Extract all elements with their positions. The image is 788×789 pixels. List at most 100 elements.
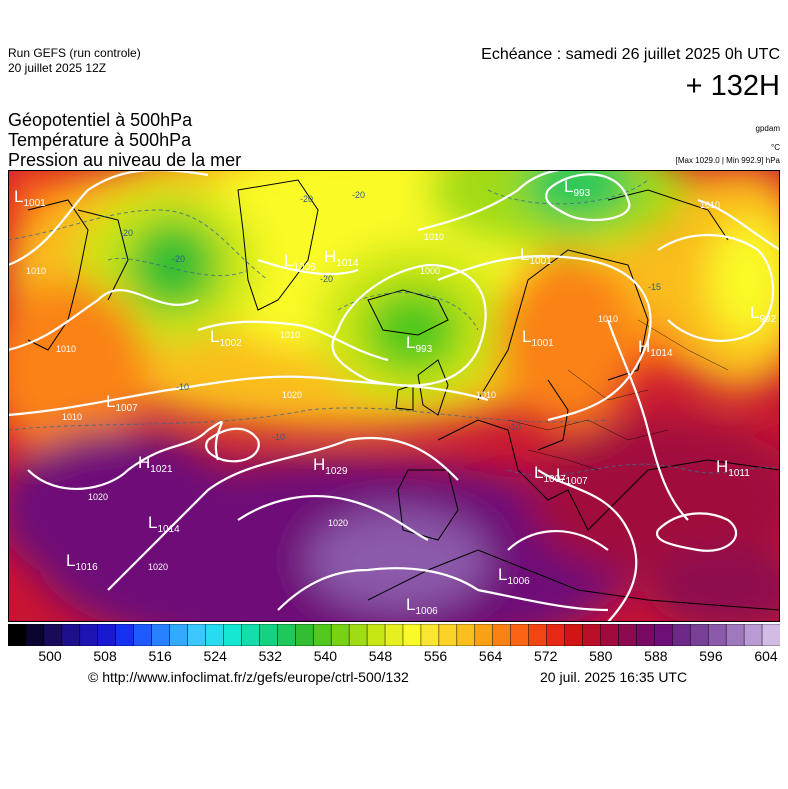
high-pressure-center: H1014 xyxy=(324,247,359,269)
low-pressure-center: L1007 xyxy=(556,465,588,487)
low-pressure-center: L1001 xyxy=(520,245,552,267)
colorbar-swatch xyxy=(456,624,476,646)
colorbar-swatch xyxy=(61,624,81,646)
weather-map: 1010 1010 1010 1010 1010 1020 1020 1020 1020 1000… xyxy=(8,170,780,622)
colorbar-swatch xyxy=(151,624,171,646)
low-pressure-center: L1006 xyxy=(284,251,316,273)
colorbar-label: 540 xyxy=(313,648,338,664)
colorbar-swatch xyxy=(582,624,602,646)
unit-geopotential: gpdam xyxy=(755,124,780,133)
temperature-label: -10 xyxy=(176,382,189,392)
field-temperature: Température à 500hPa xyxy=(8,130,192,150)
colorbar-swatch xyxy=(654,624,673,646)
temperature-label: -15 xyxy=(648,282,661,292)
temperature-label: -20 xyxy=(120,228,133,238)
colorbar-label: 532 xyxy=(258,648,282,664)
colorbar-swatch xyxy=(187,624,207,646)
colorbar-swatch xyxy=(295,624,314,646)
colorbar-swatch xyxy=(600,624,619,646)
colorbar-swatch xyxy=(672,624,691,646)
low-pressure-center: L1001 xyxy=(14,187,46,209)
colorbar-swatch xyxy=(761,624,780,646)
low-pressure-center: L1006 xyxy=(406,595,438,617)
colorbar-label: 564 xyxy=(478,648,503,664)
temperature-label: -20 xyxy=(352,190,365,200)
colorbar-swatch xyxy=(689,624,709,646)
colorbar-swatch xyxy=(546,624,566,646)
field-pressure: Pression au niveau de la mer xyxy=(8,150,242,170)
colorbar-swatch xyxy=(133,624,153,646)
field-geopotential: Géopotentiel à 500hPa xyxy=(8,110,193,130)
colorbar-label: 508 xyxy=(93,648,117,664)
isobar-label: 1020 xyxy=(88,492,108,502)
low-pressure-center: L992 xyxy=(750,303,777,325)
isobar-label: 1020 xyxy=(148,562,168,572)
isobar-label: 1010 xyxy=(424,232,444,242)
colorbar-swatch xyxy=(492,624,512,646)
isobar-label: 1010 xyxy=(598,314,618,324)
colorbar-swatch xyxy=(330,624,350,646)
colorbar-swatch xyxy=(115,624,135,646)
colorbar-label: 500 xyxy=(38,648,62,664)
high-pressure-center: H1011 xyxy=(716,457,750,479)
colorbar-swatch xyxy=(97,624,117,646)
colorbar xyxy=(8,624,780,646)
colorbar-label: 604 xyxy=(754,648,778,664)
low-pressure-center: L1001 xyxy=(522,327,554,349)
high-pressure-center: H1021 xyxy=(138,453,173,475)
colorbar-swatch xyxy=(8,624,27,646)
colorbar-label: 580 xyxy=(589,648,613,664)
low-pressure-center: L993 xyxy=(564,177,591,199)
isobar-label: 1010 xyxy=(62,412,82,422)
colorbar-swatch xyxy=(510,624,530,646)
colorbar-swatch xyxy=(420,624,440,646)
unit-temperature: °C xyxy=(771,143,780,152)
run-date: 20 juillet 2025 12Z xyxy=(8,61,107,75)
colorbar-swatch xyxy=(618,624,637,646)
colorbar-label: 556 xyxy=(423,648,448,664)
temperature-label: -20 xyxy=(320,274,333,284)
colorbar-swatch xyxy=(43,624,63,646)
temperature-label: -10 xyxy=(508,422,521,432)
temperature-label: -20 xyxy=(172,254,185,264)
isobar-labels: 1010 1010 1010 1010 1010 1020 1020 1020 1020 1000… xyxy=(26,200,720,572)
colorbar-swatch xyxy=(366,624,386,646)
colorbar-label: 596 xyxy=(699,648,723,664)
lead-time: + 132H xyxy=(685,70,780,102)
isobar-label: 1020 xyxy=(328,518,348,528)
isobar-label: 1010 xyxy=(476,390,496,400)
isobar-label: 1010 xyxy=(26,266,46,276)
isobar-label: 1000 xyxy=(420,266,440,276)
run-title: Run GEFS (run controle) xyxy=(8,46,141,60)
low-pressure-center: L1014 xyxy=(148,513,180,535)
colorbar-swatch xyxy=(743,624,763,646)
colorbar-swatch xyxy=(474,624,494,646)
source-url: © http://www.infoclimat.fr/z/gefs/europe… xyxy=(88,669,409,685)
unit-pressure: [Max 1029.0 | Min 992.9] hPa xyxy=(675,156,780,165)
colorbar-label: 524 xyxy=(203,648,227,664)
isobar-label: 1020 xyxy=(282,390,302,400)
colorbar-swatch xyxy=(312,624,332,646)
colorbar-swatch xyxy=(528,624,548,646)
colorbar-label: 516 xyxy=(148,648,172,664)
colorbar-swatch xyxy=(25,624,45,646)
isobar-label: 1010 xyxy=(56,344,76,354)
colorbar-swatch xyxy=(277,624,296,646)
generated-time: 20 juil. 2025 16:35 UTC xyxy=(540,669,688,685)
temperature-label: -10 xyxy=(272,432,285,442)
colorbar-swatch xyxy=(636,624,655,646)
colorbar-labels: 500 508 516 524 532 540 548 556 564 572 580 588 596 6… xyxy=(0,648,788,668)
valid-time: Echéance : samedi 26 juillet 2025 0h UTC xyxy=(481,46,780,63)
temperature-label: -20 xyxy=(300,194,313,204)
colorbar-swatch xyxy=(438,624,458,646)
colorbar-swatch xyxy=(725,624,745,646)
colorbar-swatch xyxy=(259,624,278,646)
low-pressure-center: L1007 xyxy=(106,392,138,414)
colorbar-swatch xyxy=(348,624,368,646)
low-pressure-center: L1016 xyxy=(66,551,98,573)
colorbar-swatch xyxy=(564,624,584,646)
colorbar-swatch xyxy=(707,624,727,646)
colorbar-swatch xyxy=(384,624,404,646)
pressure-centers: H1029 H1021 H1014 H1014 H1011 L1001 L993 L993 L1… xyxy=(14,177,777,617)
colorbar-label: 572 xyxy=(534,648,558,664)
